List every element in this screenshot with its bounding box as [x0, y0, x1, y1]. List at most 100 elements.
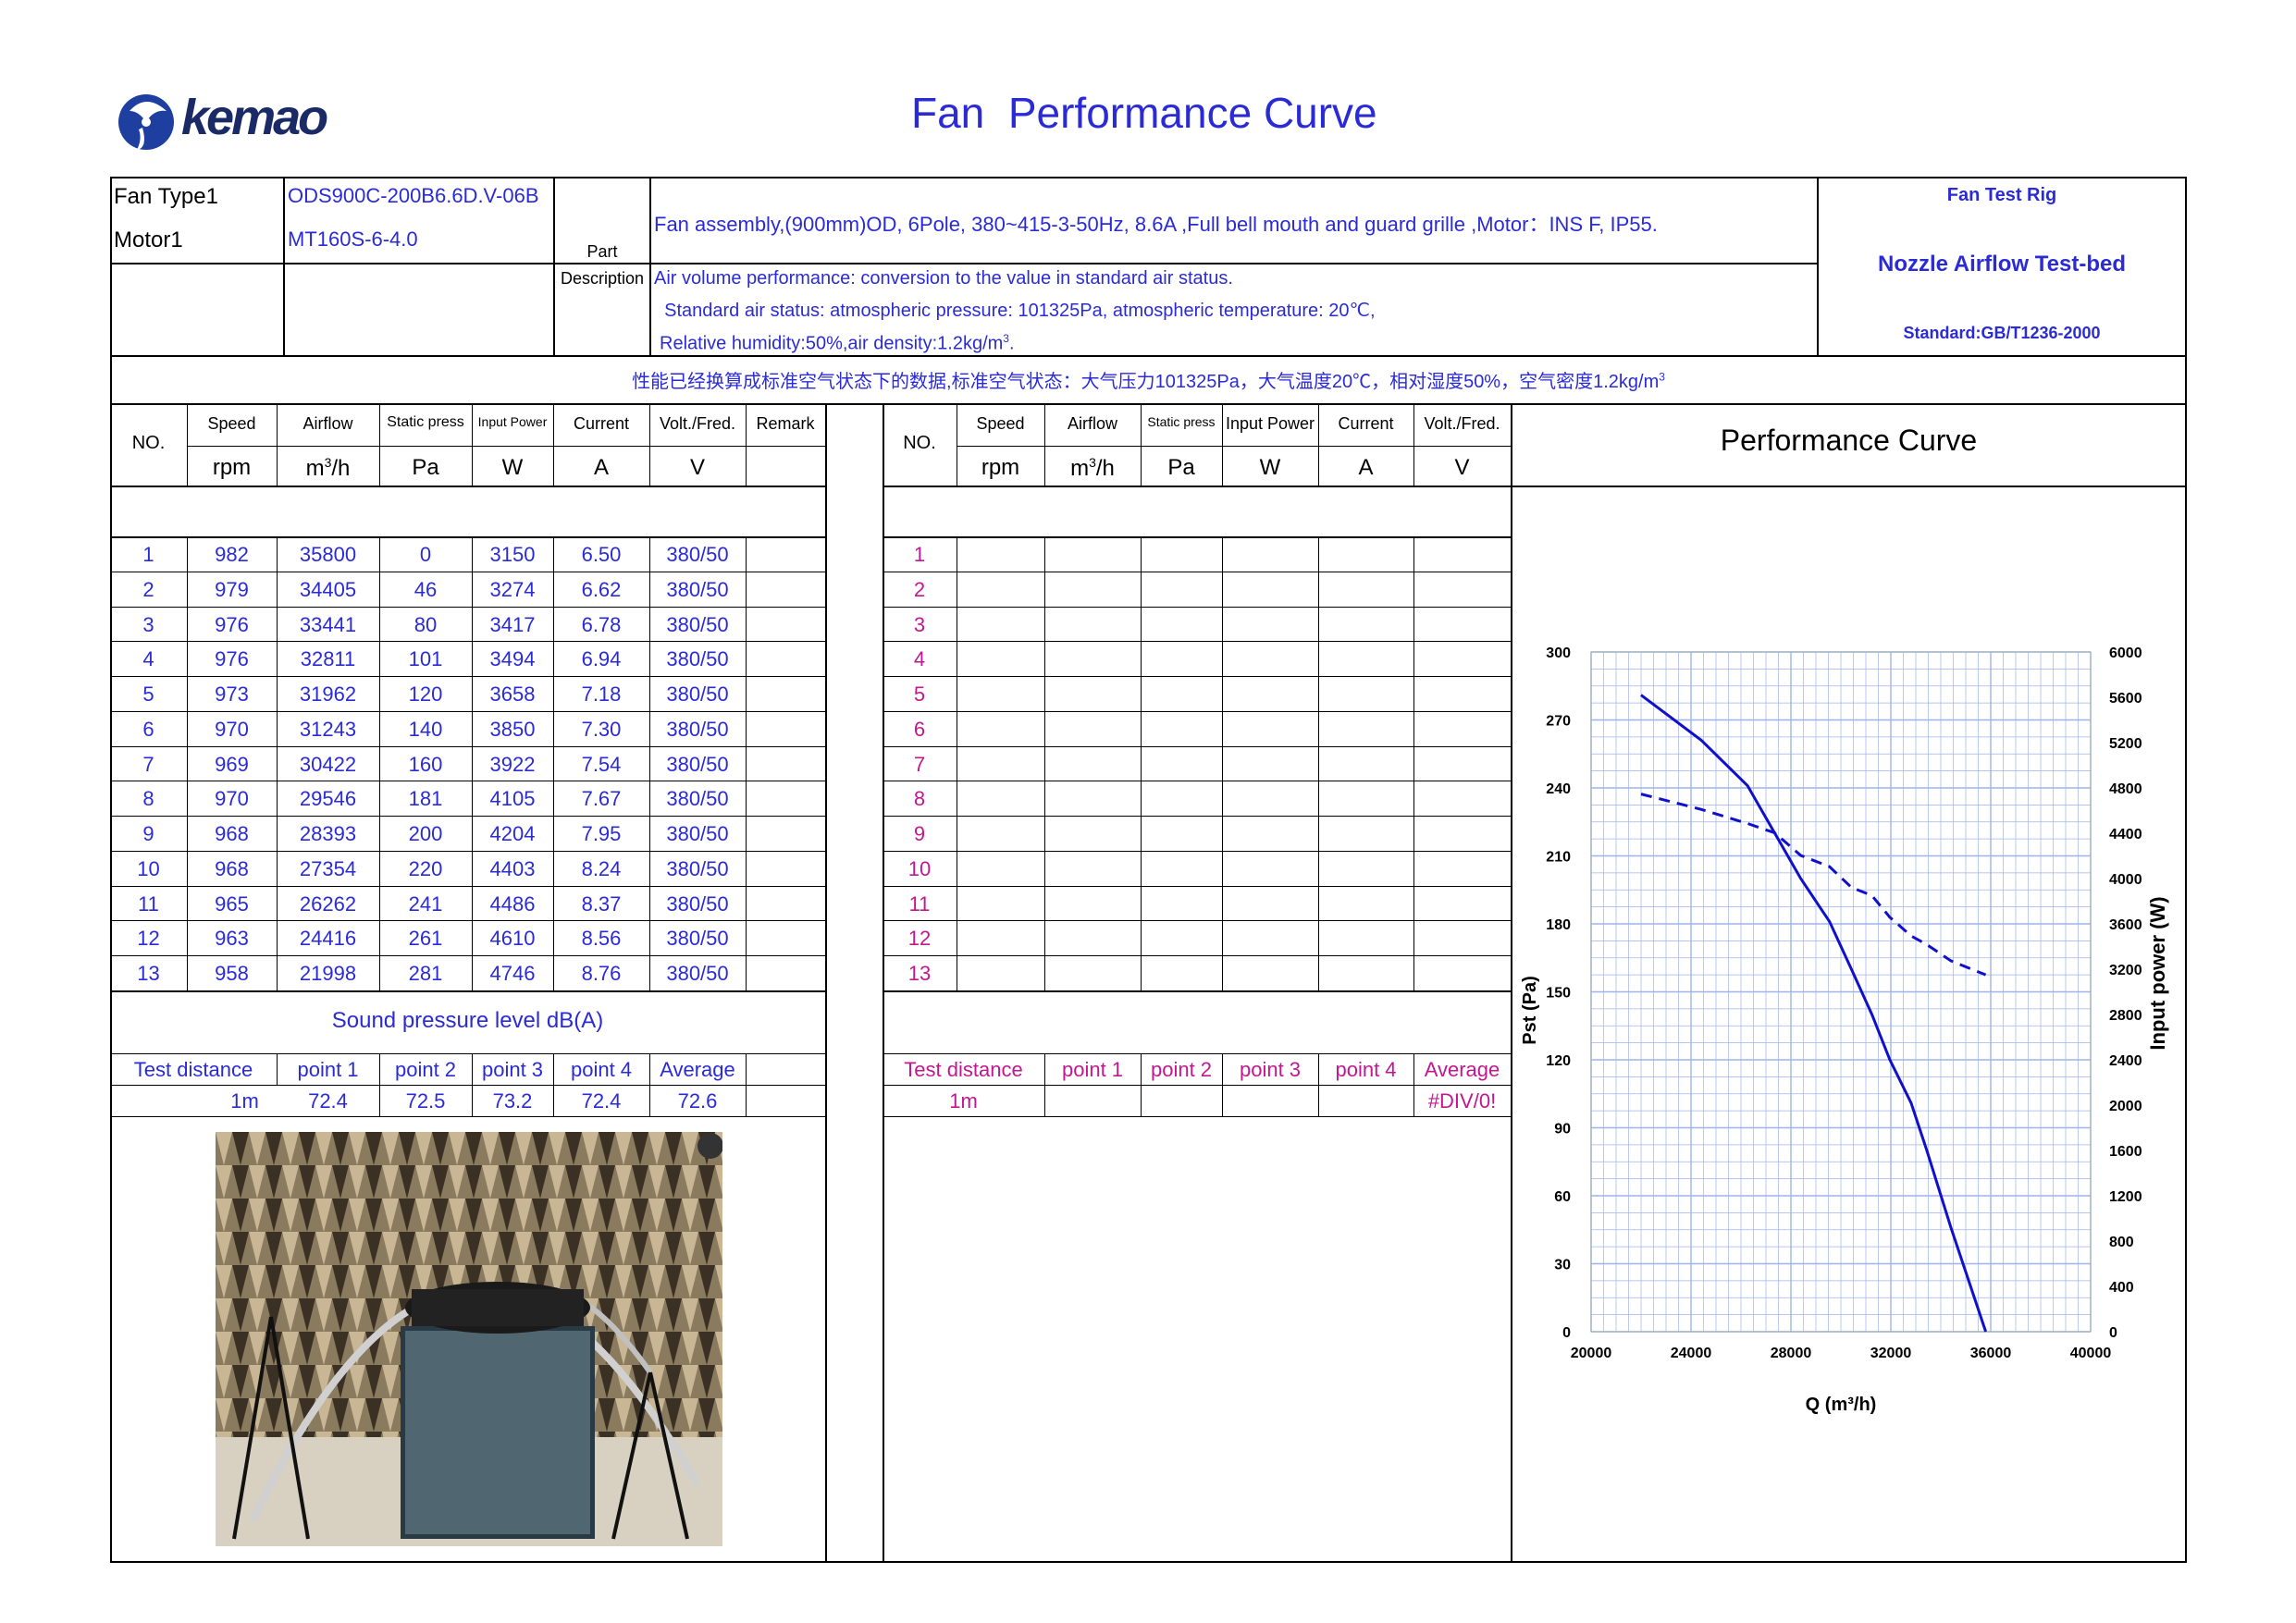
col-header-remark: Remark	[756, 414, 815, 433]
table-cell-no-right: 11	[908, 892, 931, 916]
col-header-current-right: Current	[1338, 414, 1394, 433]
table-cell: 8.24	[581, 857, 622, 880]
performance-chart: 20000 24000 28000 32000 36000 400000306090120…	[1520, 646, 2169, 1415]
table-cell: 0	[419, 543, 432, 566]
table-cell: 5	[142, 682, 154, 706]
table-cell-no-right: 10	[907, 857, 932, 880]
fan-type-value: ODS900C-200B6.6D.V-06B	[288, 184, 539, 207]
table-cell: 968	[215, 822, 249, 845]
x-tick-label: 28000	[1771, 1346, 1812, 1361]
plot-frame	[1590, 651, 2092, 1333]
col-header-static-right: Static press	[1147, 414, 1216, 429]
sound-header-right: point 3	[1239, 1058, 1302, 1081]
y-tick-label: 90	[1554, 1122, 1571, 1137]
table-cell: 3	[142, 613, 154, 636]
col-unit-airflow-right: m3/h	[1070, 455, 1115, 481]
table-cell: 7	[142, 753, 154, 776]
col-unit-speed: rpm	[212, 455, 252, 480]
x-tick-label: 40000	[2070, 1346, 2112, 1361]
table-cell: 380/50	[666, 787, 729, 810]
table-cell-no-right: 3	[913, 613, 926, 636]
table-cell-no-right: 5	[913, 682, 926, 706]
sound-header: point 1	[297, 1058, 359, 1081]
table-cell: 13	[137, 962, 160, 985]
table-cell: 6.78	[581, 613, 622, 636]
table-cell: 380/50	[666, 613, 729, 636]
page-title: Fan Performance Curve	[911, 89, 1377, 137]
table-cell: 2	[142, 578, 154, 601]
table-cell: 6	[142, 718, 154, 741]
col-unit-static: Pa	[412, 455, 439, 480]
y2-tick-label: 3200	[2109, 963, 2142, 978]
table-cell: 4204	[489, 822, 536, 845]
table-cell: 7.54	[581, 753, 622, 776]
y2-tick-label: 2800	[2109, 1008, 2142, 1024]
col-header-speed: Speed	[207, 414, 256, 433]
y-tick-label: 270	[1546, 714, 1571, 730]
col-header-volt: Volt./Fred.	[659, 414, 736, 433]
y2-tick-label: 4400	[2109, 827, 2142, 842]
x-tick-label: 24000	[1671, 1346, 1712, 1361]
y2-tick-label: 1200	[2109, 1189, 2142, 1205]
description-line-4: Relative humidity:50%,air density:1.2kg/…	[660, 332, 1015, 354]
table-cell-no-right: 9	[913, 822, 926, 845]
table-cell: 120	[408, 682, 443, 706]
table-cell: 7.95	[581, 822, 622, 845]
table-cell: 8.76	[581, 962, 622, 985]
sound-header: point 2	[394, 1058, 457, 1081]
table-cell: 160	[408, 753, 443, 776]
table-cell: 261	[408, 927, 443, 950]
table-cell: 3417	[489, 613, 536, 636]
y-tick-label: 120	[1546, 1053, 1571, 1069]
table-cell: 21998	[299, 962, 357, 985]
x-axis-label: Q (m³/h)	[1806, 1395, 1877, 1415]
sound-value: 1m	[230, 1089, 259, 1113]
sound-header-right: Average	[1424, 1058, 1500, 1081]
table-cell-no-right: 12	[907, 927, 932, 950]
description-line-2: Air volume performance: conversion to th…	[654, 268, 1233, 289]
table-cell-no-right: 7	[913, 753, 926, 776]
table-cell: 4	[142, 647, 154, 670]
table-cell: 968	[215, 857, 249, 880]
table-cell: 380/50	[666, 578, 729, 601]
sound-value: 72.5	[405, 1089, 446, 1113]
test-rig-title: Fan Test Rig	[1946, 185, 2057, 205]
y-tick-label: 180	[1546, 917, 1571, 933]
col-header-power: Input Power	[477, 414, 548, 429]
x-tick-label: 32000	[1870, 1346, 1912, 1361]
table-cell: 8.56	[581, 927, 622, 950]
col-unit-static-right: Pa	[1167, 455, 1195, 480]
sound-value: 72.4	[581, 1089, 622, 1113]
table-cell: 34405	[299, 578, 357, 601]
col-unit-power-right: W	[1259, 455, 1281, 480]
col-unit-current-right: A	[1358, 455, 1374, 480]
test-room-photo	[216, 1132, 722, 1546]
table-cell: 973	[215, 682, 249, 706]
y-axis-label: Pst (Pa)	[1520, 976, 1540, 1044]
table-cell: 4486	[489, 892, 536, 916]
sound-value-right: 1m	[949, 1089, 978, 1113]
col-header-current: Current	[573, 414, 630, 433]
col-header-airflow-right: Airflow	[1067, 414, 1117, 433]
y-tick-label: 0	[1562, 1325, 1571, 1341]
table-cell: 4105	[489, 787, 536, 810]
table-cell: 976	[215, 613, 249, 636]
table-cell: 7.67	[581, 787, 622, 810]
table-cell: 1	[142, 543, 154, 566]
table-cell: 46	[414, 578, 438, 601]
sound-value: 72.4	[308, 1089, 348, 1113]
sound-header-right: point 2	[1150, 1058, 1213, 1081]
sound-header: Test distance	[133, 1058, 253, 1081]
col-unit-airflow: m3/h	[305, 455, 351, 481]
motor-label: Motor1	[114, 227, 183, 252]
table-cell: 6.94	[581, 647, 622, 670]
sound-header-right: point 1	[1061, 1058, 1124, 1081]
y2-tick-label: 6000	[2109, 646, 2142, 661]
col-header-speed-right: Speed	[976, 414, 1025, 433]
table-cell-no-right: 1	[913, 543, 926, 566]
table-cell: 24416	[299, 927, 357, 950]
y-tick-label: 30	[1554, 1258, 1571, 1273]
table-cell: 3922	[489, 753, 536, 776]
col-unit-current: A	[593, 455, 609, 480]
y2-tick-label: 1600	[2109, 1144, 2142, 1160]
